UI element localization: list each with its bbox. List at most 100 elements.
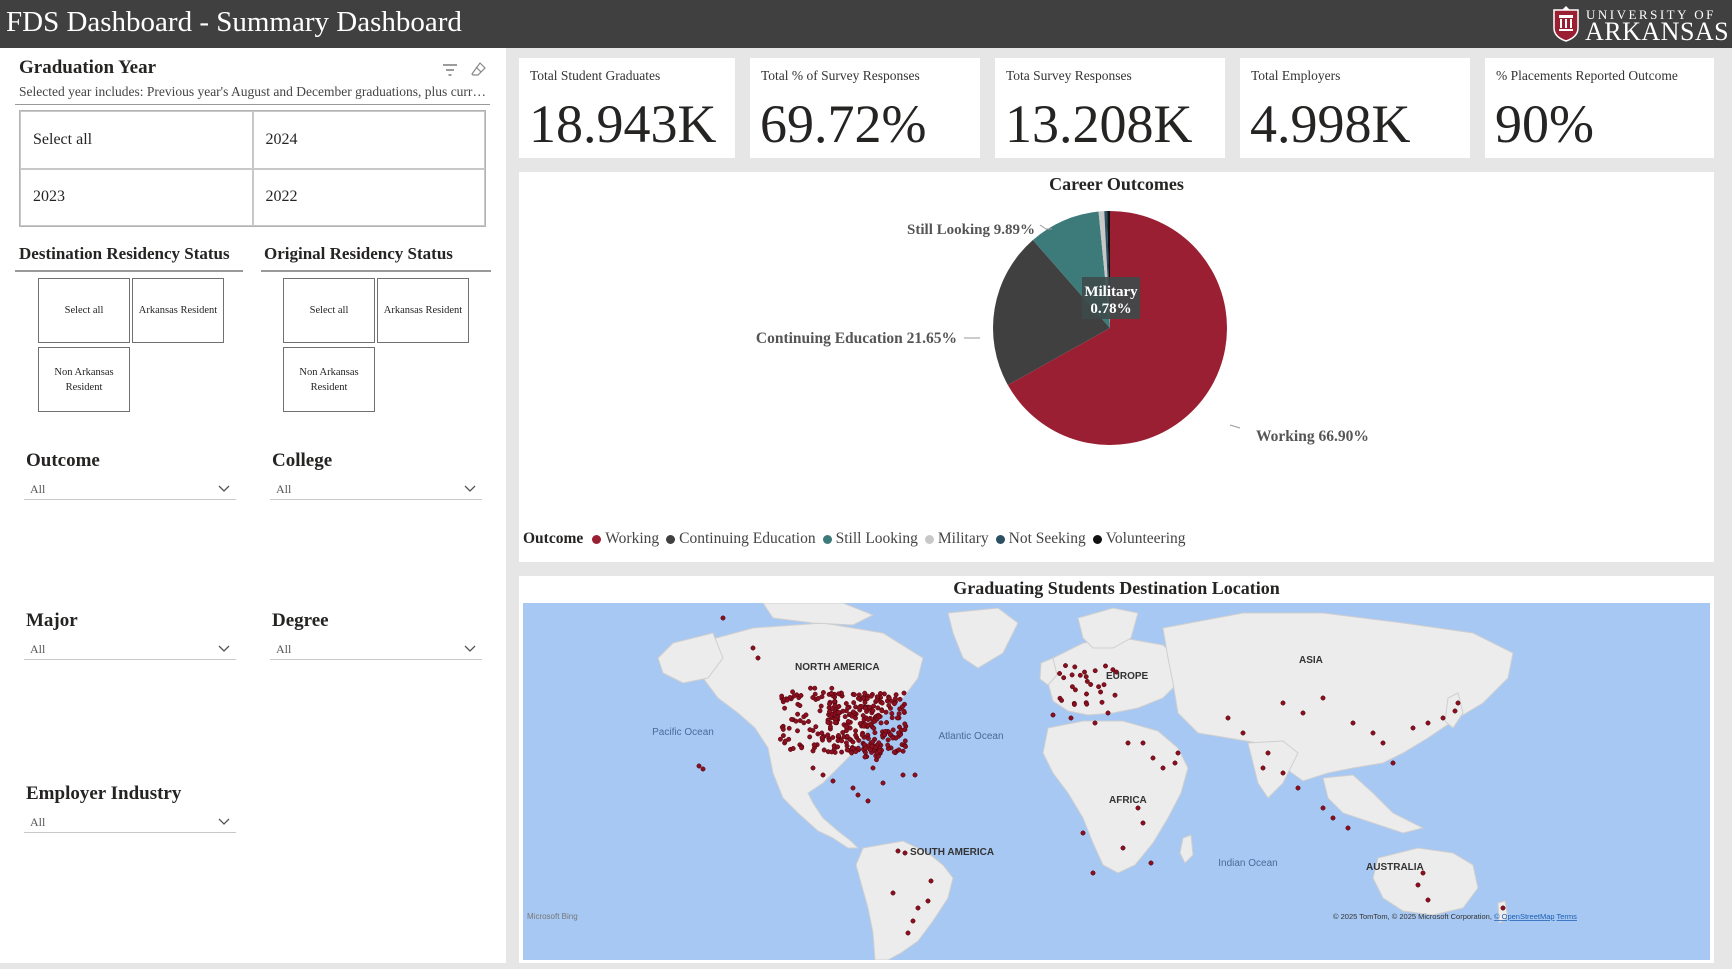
destination-dot[interactable]	[891, 701, 897, 707]
destination-dot[interactable]	[826, 737, 832, 743]
destination-dot[interactable]	[819, 735, 825, 741]
destination-dot[interactable]	[1320, 695, 1326, 701]
destination-dot[interactable]	[910, 918, 916, 924]
destination-dot[interactable]	[799, 745, 805, 751]
destination-dot[interactable]	[878, 720, 884, 726]
destination-dot[interactable]	[835, 710, 841, 715]
destination-dot[interactable]	[889, 711, 895, 716]
destination-dot[interactable]	[847, 725, 853, 731]
destination-dot[interactable]	[925, 898, 931, 904]
destination-dot[interactable]	[842, 714, 848, 720]
destination-dot[interactable]	[780, 733, 786, 739]
destination-dot[interactable]	[1280, 770, 1286, 776]
destination-dot[interactable]	[896, 730, 902, 736]
destination-dot[interactable]	[1172, 760, 1178, 766]
eraser-icon[interactable]	[471, 62, 486, 77]
destination-dot[interactable]	[900, 772, 906, 778]
destination-dot[interactable]	[881, 691, 887, 697]
destination-dot[interactable]	[855, 695, 861, 701]
destination-dot[interactable]	[887, 732, 893, 738]
year-option-2022[interactable]: 2022	[252, 168, 485, 226]
destination-dot[interactable]	[853, 728, 859, 734]
destination-dot[interactable]	[810, 748, 816, 754]
destination-dot[interactable]	[1082, 669, 1087, 675]
destination-dot[interactable]	[865, 717, 871, 723]
destination-dot[interactable]	[1175, 750, 1181, 756]
destination-dot[interactable]	[1300, 710, 1306, 716]
destination-dot[interactable]	[1103, 663, 1108, 669]
destination-dot[interactable]	[895, 848, 901, 854]
destination-dot[interactable]	[1148, 860, 1154, 866]
destination-dot[interactable]	[902, 721, 908, 727]
destination-dot[interactable]	[863, 745, 869, 751]
destination-dot[interactable]	[870, 739, 876, 745]
destination-dot[interactable]	[1084, 691, 1089, 697]
destination-dot[interactable]	[1415, 882, 1421, 888]
destination-dot[interactable]	[870, 765, 876, 771]
destination-dot[interactable]	[782, 705, 788, 711]
destination-dot[interactable]	[1050, 712, 1056, 718]
destination-dot[interactable]	[1350, 720, 1356, 726]
destination-dot[interactable]	[915, 905, 921, 911]
destination-dot[interactable]	[797, 718, 803, 724]
destination-dot[interactable]	[832, 699, 837, 705]
destination-dot[interactable]	[839, 738, 845, 744]
orig-option-arkansas-resident[interactable]: Arkansas Resident	[377, 278, 469, 343]
destination-dot[interactable]	[859, 732, 865, 738]
legend-item-volunteering[interactable]: Volunteering	[1092, 530, 1186, 548]
destination-dot[interactable]	[807, 734, 813, 740]
destination-dot[interactable]	[1084, 701, 1090, 707]
destination-dot[interactable]	[844, 747, 850, 753]
destination-dot[interactable]	[782, 738, 788, 744]
destination-dot[interactable]	[1088, 682, 1094, 687]
destination-dot[interactable]	[1077, 672, 1083, 678]
destination-dot[interactable]	[845, 718, 851, 724]
destination-dot[interactable]	[856, 705, 862, 711]
legend-item-military[interactable]: Military	[924, 530, 989, 548]
destination-dot[interactable]	[1061, 675, 1067, 681]
destination-dot[interactable]	[1059, 697, 1065, 703]
destination-dot[interactable]	[880, 780, 886, 786]
destination-dot[interactable]	[1080, 830, 1086, 836]
destination-dot[interactable]	[853, 732, 859, 738]
destination-dot[interactable]	[900, 748, 906, 754]
dest-option-non-arkansas-resident[interactable]: Non Arkansas Resident	[38, 347, 130, 412]
destination-dot[interactable]	[1092, 668, 1098, 674]
destination-dot[interactable]	[877, 691, 883, 696]
destination-dot[interactable]	[1295, 785, 1301, 791]
destination-dot[interactable]	[820, 772, 826, 778]
destination-dot[interactable]	[810, 695, 816, 700]
pie-slice-working[interactable]	[1007, 211, 1227, 445]
destination-dot[interactable]	[836, 691, 842, 697]
destination-dot[interactable]	[830, 778, 836, 784]
destination-dot[interactable]	[902, 850, 908, 856]
destination-dot[interactable]	[845, 705, 851, 711]
destination-dot[interactable]	[1069, 684, 1075, 690]
destination-dot[interactable]	[1410, 725, 1416, 731]
destination-dot[interactable]	[871, 703, 877, 709]
destination-dot[interactable]	[821, 747, 827, 753]
destination-dot[interactable]	[890, 735, 896, 741]
destination-dot[interactable]	[1330, 815, 1336, 821]
employer-industry-dropdown[interactable]: All	[24, 811, 236, 833]
destination-dot[interactable]	[790, 746, 796, 751]
destination-dot[interactable]	[827, 701, 832, 707]
destination-dot[interactable]	[862, 690, 868, 696]
destination-dot[interactable]	[869, 743, 875, 749]
destination-dot[interactable]	[1114, 669, 1119, 675]
destination-dot[interactable]	[830, 705, 835, 711]
destination-dot[interactable]	[829, 685, 835, 691]
destination-dot[interactable]	[879, 700, 885, 706]
destination-dot[interactable]	[851, 700, 857, 706]
destination-dot[interactable]	[812, 691, 818, 697]
destination-dot[interactable]	[1090, 870, 1096, 876]
destination-dot[interactable]	[891, 749, 897, 755]
destination-dot[interactable]	[1084, 678, 1090, 684]
destination-dot[interactable]	[912, 772, 918, 778]
destination-dot[interactable]	[902, 727, 908, 733]
college-dropdown[interactable]: All	[270, 478, 482, 500]
destination-dot[interactable]	[850, 709, 856, 715]
pie-slice-continuing-education[interactable]	[993, 239, 1110, 386]
destination-dot[interactable]	[1096, 684, 1102, 690]
destination-dot[interactable]	[1425, 720, 1431, 726]
